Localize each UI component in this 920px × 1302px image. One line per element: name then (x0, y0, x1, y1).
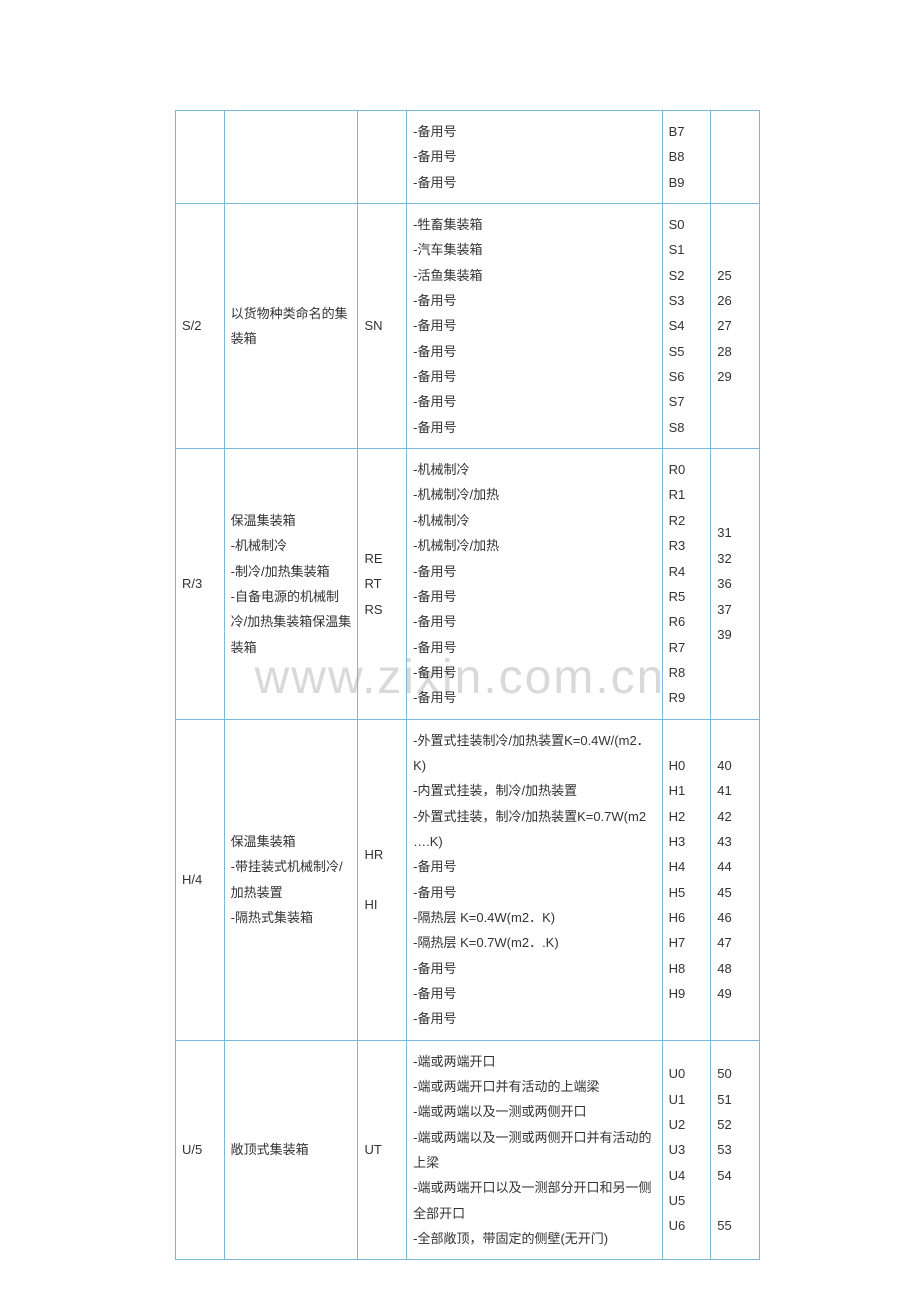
page-content: -备用号-备用号-备用号B7B8B9S/2以货物种类命名的集装箱SN-牲畜集装箱… (0, 0, 920, 1260)
table-cell (176, 111, 225, 204)
table-cell: H0H1H2H3H4H5H6H7H8H9 (662, 719, 711, 1040)
table-cell: -机械制冷-机械制冷/加热-机械制冷-机械制冷/加热-备用号-备用号-备用号-备… (407, 449, 662, 719)
table-row: R/3保温集装箱-机械制冷-制冷/加热集装箱-自备电源的机械制冷/加热集装箱保温… (176, 449, 760, 719)
table-cell: S/2 (176, 204, 225, 449)
table-cell: 敞顶式集装箱 (224, 1040, 358, 1260)
table-cell (711, 111, 760, 204)
table-row: S/2以货物种类命名的集装箱SN-牲畜集装箱-汽车集装箱-活鱼集装箱-备用号-备… (176, 204, 760, 449)
table-cell: S0S1S2S3S4S5S6S7S8 (662, 204, 711, 449)
table-cell: 保温集装箱-带挂装式机械制冷/加热装置-隔热式集装箱 (224, 719, 358, 1040)
table-cell: 505152535455 (711, 1040, 760, 1260)
table-row: -备用号-备用号-备用号B7B8B9 (176, 111, 760, 204)
table-cell: 3132363739 (711, 449, 760, 719)
table-cell: H/4 (176, 719, 225, 1040)
container-type-table: -备用号-备用号-备用号B7B8B9S/2以货物种类命名的集装箱SN-牲畜集装箱… (175, 110, 760, 1260)
table-cell: U0U1U2U3U4U5U6 (662, 1040, 711, 1260)
table-row: U/5敞顶式集装箱UT-端或两端开口-端或两端开口并有活动的上端梁-端或两端以及… (176, 1040, 760, 1260)
table-cell: SN (358, 204, 407, 449)
table-cell: -端或两端开口-端或两端开口并有活动的上端梁-端或两端以及一测或两侧开口-端或两… (407, 1040, 662, 1260)
table-row: H/4保温集装箱-带挂装式机械制冷/加热装置-隔热式集装箱HRHI-外置式挂装制… (176, 719, 760, 1040)
table-cell: U/5 (176, 1040, 225, 1260)
table-cell: 保温集装箱-机械制冷-制冷/加热集装箱-自备电源的机械制冷/加热集装箱保温集装箱 (224, 449, 358, 719)
table-cell: -外置式挂装制冷/加热装置K=0.4W/(m2．K)-内置式挂装，制冷/加热装置… (407, 719, 662, 1040)
table-cell: 以货物种类命名的集装箱 (224, 204, 358, 449)
table-cell: 40414243444546474849 (711, 719, 760, 1040)
table-cell: R0R1R2R3R4R5R6R7R8R9 (662, 449, 711, 719)
table-cell: -备用号-备用号-备用号 (407, 111, 662, 204)
table-cell: HRHI (358, 719, 407, 1040)
table-cell: -牲畜集装箱-汽车集装箱-活鱼集装箱-备用号-备用号-备用号-备用号-备用号-备… (407, 204, 662, 449)
table-cell: B7B8B9 (662, 111, 711, 204)
table-cell (224, 111, 358, 204)
table-cell: 2526272829 (711, 204, 760, 449)
table-cell (358, 111, 407, 204)
table-cell: RERTRS (358, 449, 407, 719)
table-cell: R/3 (176, 449, 225, 719)
table-cell: UT (358, 1040, 407, 1260)
